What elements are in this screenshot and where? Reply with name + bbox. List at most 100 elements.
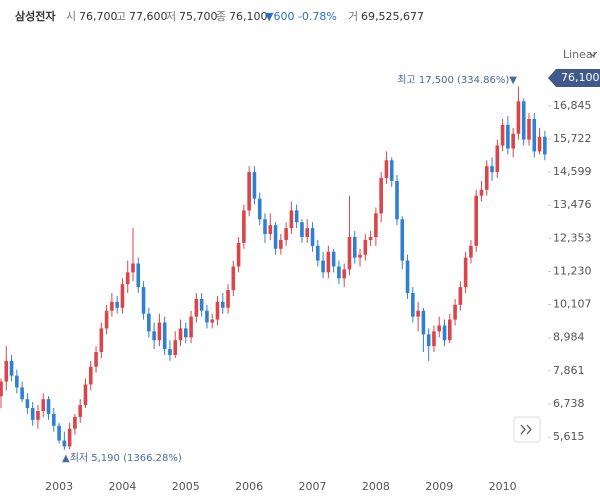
candle-body [247, 172, 251, 211]
candle-body [263, 219, 267, 235]
current-price: 76,100 [561, 71, 600, 84]
candle-body [57, 425, 61, 441]
candle-body [20, 387, 24, 400]
candle-body [252, 172, 257, 199]
candle-body [326, 251, 331, 273]
candle-body [73, 416, 77, 429]
candle-body [215, 301, 220, 320]
scroll-end-button[interactable] [513, 416, 541, 443]
candle-body [521, 101, 526, 140]
button-icon[interactable] [520, 424, 532, 435]
candle-body [46, 399, 51, 414]
x-tick-label: 2004 [108, 480, 136, 493]
candle-body [131, 263, 135, 273]
candle-body [88, 366, 93, 385]
y-tick-label: 12,353 [553, 231, 592, 244]
candle-body [352, 236, 357, 258]
candle-body [284, 228, 288, 240]
candle-body [300, 222, 304, 237]
candle-body [205, 310, 209, 323]
candles [0, 86, 547, 450]
candle-body [310, 228, 315, 246]
candle-body [384, 160, 389, 178]
x-tick-label: 2007 [299, 480, 327, 493]
candle-body [368, 236, 373, 240]
candle-body [36, 411, 40, 420]
candle-body [490, 166, 494, 173]
low-label: 저 [166, 10, 176, 23]
price-badge [548, 69, 600, 87]
volume-label: 거 [348, 10, 358, 23]
high-value: 77,600 [129, 10, 168, 23]
candle-body [442, 325, 447, 341]
scale-label[interactable]: Linear [563, 48, 598, 61]
candle-body [484, 166, 489, 190]
candle-body [321, 260, 325, 273]
candle-body [389, 160, 394, 181]
x-tick-label: 2003 [45, 480, 73, 493]
candle-body [516, 101, 521, 134]
candle-body [347, 236, 352, 270]
candle-body [432, 331, 436, 347]
candle-body [67, 428, 72, 447]
candle-body [62, 440, 67, 447]
y-tick-label: 7,861 [553, 364, 585, 377]
y-tick-label: 15,722 [553, 132, 592, 145]
candle-body [511, 133, 515, 149]
candle-body [500, 124, 505, 146]
button-frame[interactable] [513, 416, 541, 443]
candle-body [0, 381, 3, 397]
candle-body [210, 319, 214, 323]
candle-body [342, 269, 346, 279]
x-tick-label: 2005 [172, 480, 200, 493]
candle-body [231, 266, 236, 291]
dropdown-chevron[interactable] [589, 52, 597, 57]
change: ▼600 -0.78% [265, 10, 337, 23]
candle-body [331, 251, 336, 267]
candle-body [474, 195, 478, 246]
candle-body [173, 340, 178, 355]
candle-body [495, 145, 500, 173]
candle-body [78, 405, 82, 417]
candle-body [458, 287, 463, 305]
candle-body [453, 304, 457, 320]
candle-body [41, 399, 46, 412]
candle-body [294, 210, 299, 223]
candle-body [273, 225, 278, 249]
candle-body [220, 301, 225, 308]
candle-body [104, 310, 109, 329]
candle-body [147, 313, 151, 332]
x-tick-label: 2010 [489, 480, 517, 493]
candle-body [448, 319, 452, 341]
candle-body [337, 266, 341, 279]
candle-body [469, 245, 473, 258]
candle-body [374, 213, 378, 237]
candle-body [411, 293, 415, 317]
candle-body [421, 310, 426, 335]
candle-body [184, 328, 188, 338]
y-tick-label: 8,984 [553, 331, 585, 344]
close-value: 76,100 [229, 10, 268, 23]
candle-body [152, 331, 156, 341]
candle-body [162, 322, 167, 350]
candle-body [194, 298, 199, 317]
candle-body [316, 245, 320, 261]
candle-body [110, 301, 114, 311]
candle-body [268, 225, 273, 235]
candle-body [199, 298, 204, 311]
candle-body [136, 263, 141, 288]
candle-body [506, 124, 510, 149]
max-annotation: 최고 17,500 (334.86%)▼ [397, 74, 517, 86]
candle-body [52, 413, 56, 426]
scale-dropdown[interactable]: Linear [563, 48, 598, 61]
candle-body [15, 375, 19, 388]
close-label: 종 [216, 10, 226, 23]
x-tick-label: 2008 [362, 480, 390, 493]
candle-body [83, 384, 88, 406]
volume-value: 69,525,677 [361, 10, 424, 23]
y-tick-label: 11,230 [553, 264, 592, 277]
candle-body [358, 254, 362, 258]
candle-body [305, 228, 310, 237]
